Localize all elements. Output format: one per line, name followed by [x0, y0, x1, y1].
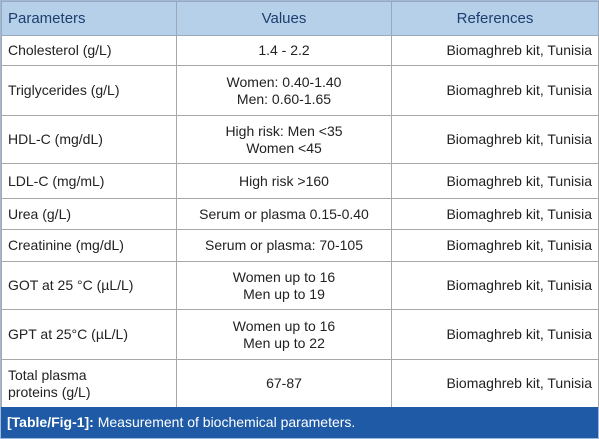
table-cell: Biomaghreb kit, Tunisia: [391, 309, 599, 360]
cell-line: Biomaghreb kit, Tunisia: [446, 237, 592, 253]
cell-line: Women up to 16: [232, 317, 336, 334]
cell-line: Serum or plasma 0.15-0.40: [199, 205, 369, 222]
header-cell: References: [391, 1, 599, 36]
table-row: Cholesterol (g/L) 1.4 - 2.2 Biomaghreb kit…: [1, 35, 599, 66]
table-cell: 67-87: [176, 359, 392, 408]
cell-line: Women <45: [246, 139, 322, 156]
cell-line: Women: 0.40-1.40: [226, 73, 342, 90]
table-cell: Triglycerides (g/L): [1, 65, 177, 116]
table-row: Total plasma proteins (g/L) 67-87 Biomaghre…: [1, 359, 599, 408]
cell-line: GOT at 25 °C (µL/L): [8, 277, 134, 293]
table-row: GOT at 25 °C (µL/L) Women up to 16 Men up …: [1, 261, 599, 310]
table-cell: Total plasma proteins (g/L): [1, 359, 177, 408]
table-cell: Serum or plasma: 70-105: [176, 229, 392, 262]
cell-line: proteins (g/L): [8, 383, 91, 400]
cell-line: High risk >160: [239, 172, 329, 189]
cell-line: GPT at 25°C (µL/L): [8, 326, 129, 342]
caption-label: [Table/Fig-1]:: [7, 414, 94, 430]
table-cell: HDL-C (mg/dL): [1, 115, 177, 164]
table-cell: Biomaghreb kit, Tunisia: [391, 35, 599, 66]
table-cell: Biomaghreb kit, Tunisia: [391, 163, 599, 199]
caption: [Table/Fig-1]: Measurement of biochemica…: [1, 407, 598, 438]
cell-line: Biomaghreb kit, Tunisia: [446, 82, 592, 98]
cell-line: Triglycerides (g/L): [8, 82, 120, 98]
header-cell: Values: [176, 1, 392, 36]
cell-line: Men up to 22: [243, 334, 325, 351]
table-cell: High risk >160: [176, 163, 392, 199]
table-row: LDL-C (mg/mL) High risk >160 Biomaghreb ki…: [1, 163, 599, 199]
table-cell: GOT at 25 °C (µL/L): [1, 261, 177, 310]
table-cell: Biomaghreb kit, Tunisia: [391, 359, 599, 408]
table-body: Cholesterol (g/L) 1.4 - 2.2 Biomaghreb kit…: [1, 35, 599, 408]
table-cell: Women up to 16 Men up to 22: [176, 309, 392, 360]
cell-line: Women up to 16: [232, 268, 336, 285]
table-row: Urea (g/L) Serum or plasma 0.15-0.40 Bioma…: [1, 198, 599, 230]
table-cell: Biomaghreb kit, Tunisia: [391, 229, 599, 262]
table-row: GPT at 25°C (µL/L) Women up to 16 Men up t…: [1, 309, 599, 360]
cell-line: Biomaghreb kit, Tunisia: [446, 131, 592, 147]
cell-line: High risk: Men <35: [225, 122, 343, 139]
table-row: Creatinine (mg/dL) Serum or plasma: 70-10…: [1, 229, 599, 262]
cell-line: Cholesterol (g/L): [8, 42, 112, 58]
cell-line: Biomaghreb kit, Tunisia: [446, 375, 592, 391]
table-cell: Creatinine (mg/dL): [1, 229, 177, 262]
table-cell: Women: 0.40-1.40 Men: 0.60-1.65: [176, 65, 392, 116]
cell-line: Men up to 19: [243, 285, 325, 302]
table-cell: High risk: Men <35 Women <45: [176, 115, 392, 164]
table-cell: Biomaghreb kit, Tunisia: [391, 115, 599, 164]
table-cell: Serum or plasma 0.15-0.40: [176, 198, 392, 230]
cell-line: Creatinine (mg/dL): [8, 237, 124, 253]
cell-line: Biomaghreb kit, Tunisia: [446, 42, 592, 58]
table-cell: Biomaghreb kit, Tunisia: [391, 198, 599, 230]
caption-text: Measurement of biochemical parameters.: [97, 414, 356, 430]
table-cell: Cholesterol (g/L): [1, 35, 177, 66]
table-cell: 1.4 - 2.2: [176, 35, 392, 66]
cell-line: 1.4 - 2.2: [258, 42, 310, 58]
table-row: Triglycerides (g/L) Women: 0.40-1.40 Men: …: [1, 65, 599, 116]
cell-line: Urea (g/L): [8, 205, 72, 222]
cell-line: Biomaghreb kit, Tunisia: [446, 277, 592, 293]
table-cell: LDL-C (mg/mL): [1, 163, 177, 199]
cell-line: Biomaghreb kit, Tunisia: [446, 172, 592, 189]
table-cell: Women up to 16 Men up to 19: [176, 261, 392, 310]
table: Parameters Values References Cholesterol…: [1, 1, 599, 408]
cell-line: Total plasma: [8, 366, 87, 383]
table-cell: GPT at 25°C (µL/L): [1, 309, 177, 360]
cell-line: Men: 0.60-1.65: [236, 90, 332, 107]
cell-line: LDL-C (mg/mL): [8, 172, 105, 189]
cell-line: Biomaghreb kit, Tunisia: [446, 326, 592, 342]
cell-line: Biomaghreb kit, Tunisia: [446, 205, 592, 222]
header-row: Parameters Values References: [1, 1, 599, 36]
table-row: HDL-C (mg/dL) High risk: Men <35 Women <45…: [1, 115, 599, 164]
header-cell: Parameters: [1, 1, 177, 36]
table-cell: Biomaghreb kit, Tunisia: [391, 261, 599, 310]
cell-line: 67-87: [266, 375, 302, 391]
cell-line: HDL-C (mg/dL): [8, 131, 103, 147]
table-cell: Urea (g/L): [1, 198, 177, 230]
cell-line: Serum or plasma: 70-105: [205, 237, 363, 253]
table-cell: Biomaghreb kit, Tunisia: [391, 65, 599, 116]
